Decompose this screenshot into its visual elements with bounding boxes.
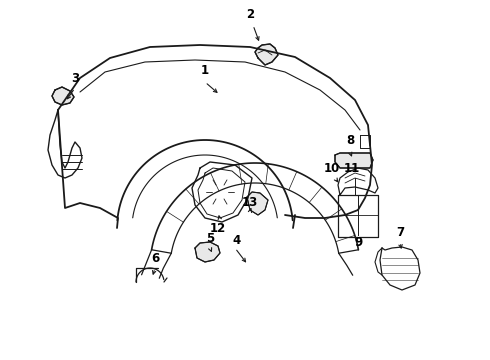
Polygon shape: [195, 242, 220, 262]
Text: 7: 7: [396, 225, 404, 238]
Polygon shape: [255, 44, 278, 65]
Text: 1: 1: [201, 63, 209, 77]
Text: 2: 2: [246, 9, 254, 22]
Text: 11: 11: [344, 162, 360, 175]
Text: 5: 5: [206, 231, 214, 244]
Text: 6: 6: [151, 252, 159, 265]
Text: 12: 12: [210, 221, 226, 234]
Text: 4: 4: [233, 234, 241, 247]
Text: 8: 8: [346, 134, 354, 147]
Polygon shape: [52, 87, 74, 105]
Polygon shape: [247, 192, 268, 215]
Text: 10: 10: [324, 162, 340, 175]
Polygon shape: [335, 153, 373, 168]
Text: 9: 9: [354, 235, 362, 248]
Text: 13: 13: [242, 197, 258, 210]
Text: 3: 3: [71, 72, 79, 85]
